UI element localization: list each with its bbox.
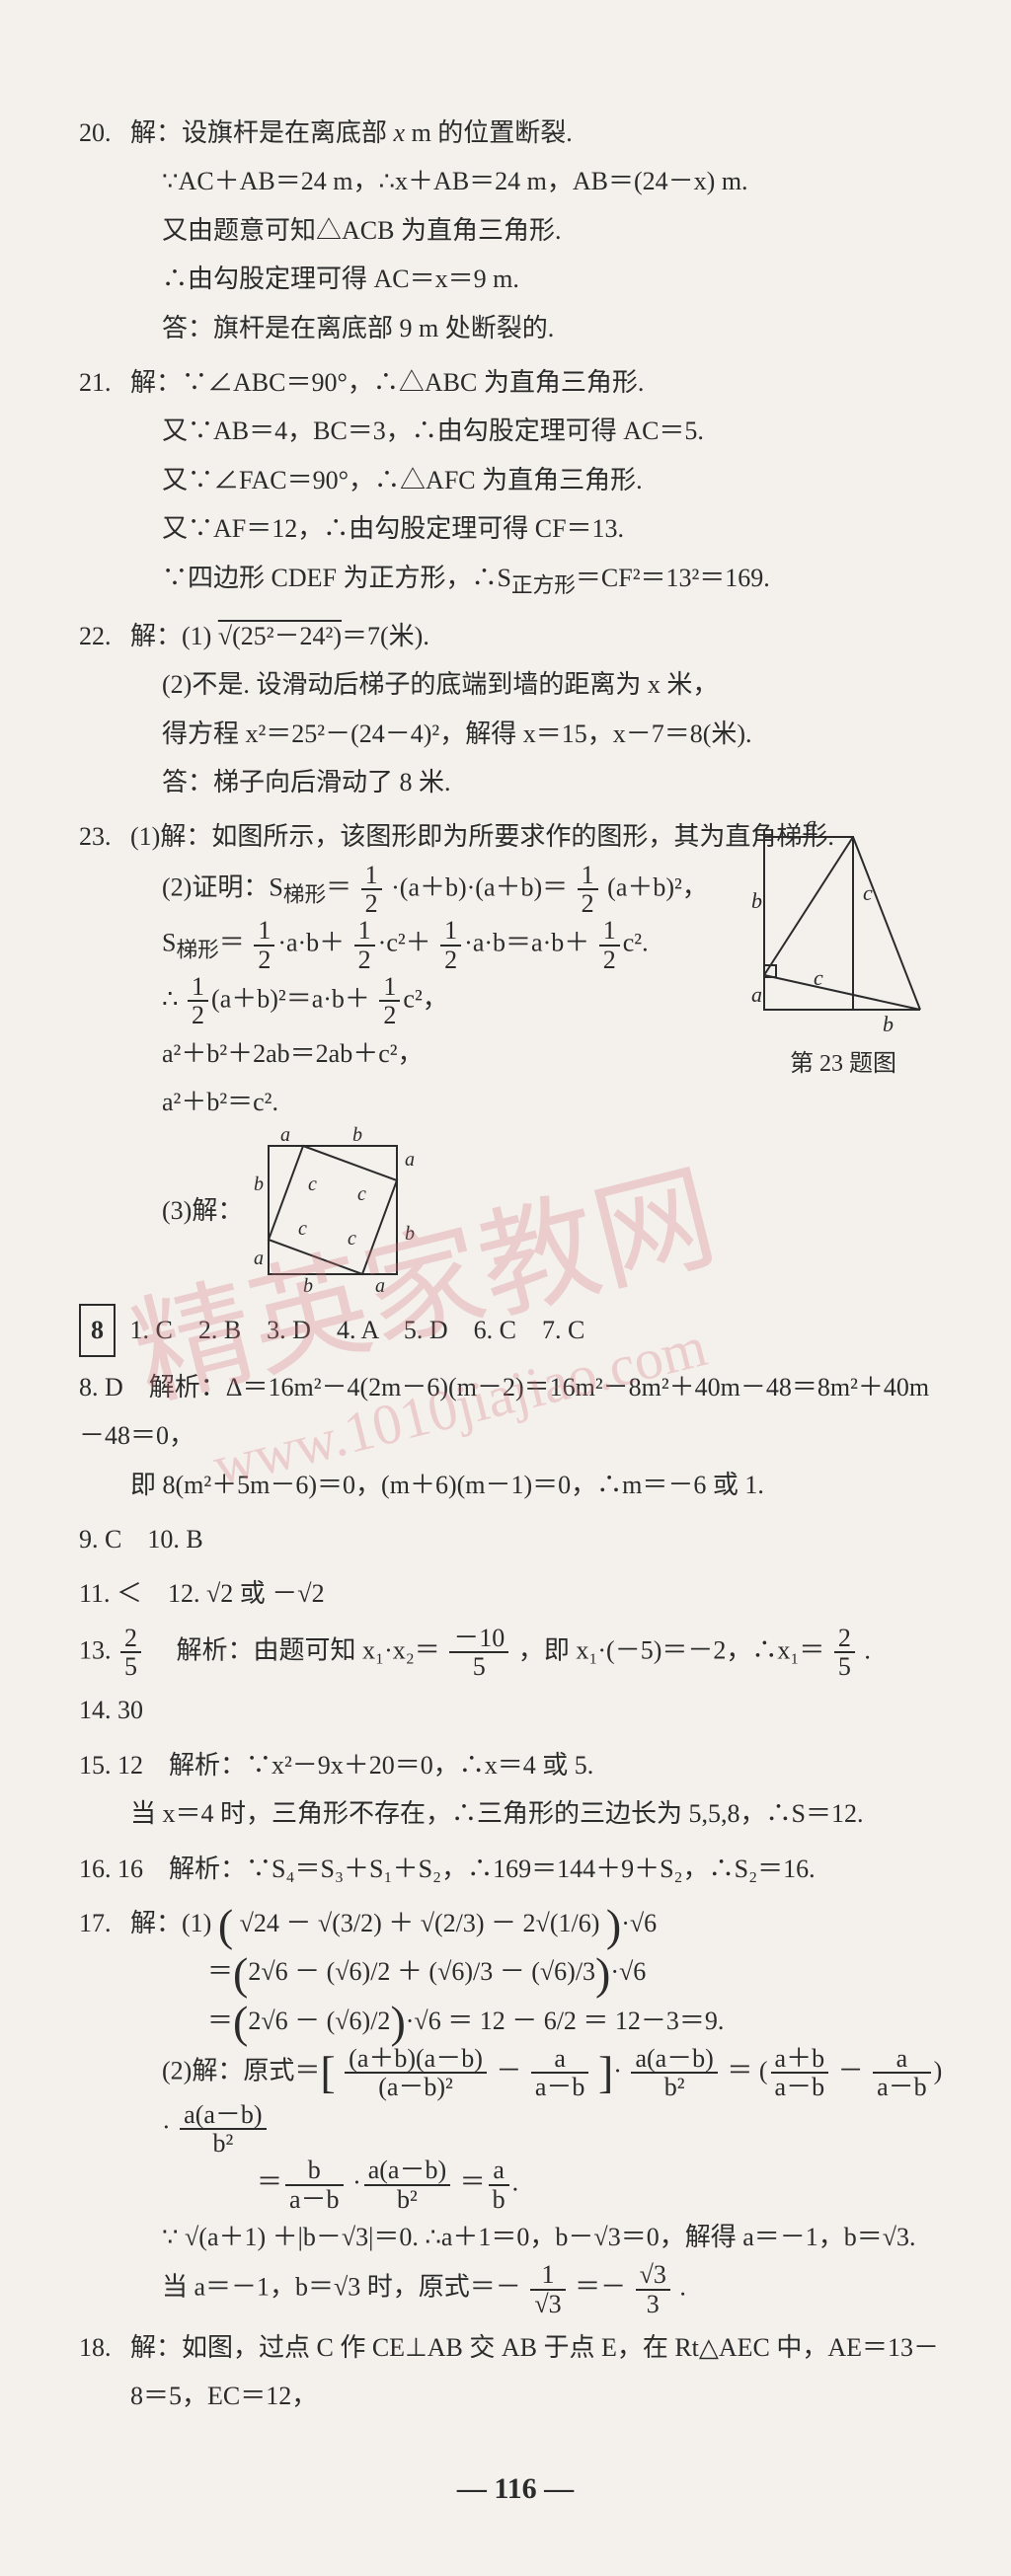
svg-text:b: b bbox=[405, 1223, 415, 1245]
q23-l7: (3)解： bbox=[162, 1186, 243, 1235]
q15-l1: 解析：∵x²－9x＋20＝0，∴x＝4 或 5. bbox=[143, 1751, 593, 1780]
page: 精英家教网 www.1010jiajiao.com a b c c a b 第 … bbox=[0, 0, 1011, 2576]
q21-l4: 又∵AF＝12，∴由勾股定理可得 CF＝13. bbox=[79, 504, 952, 553]
svg-text:a: a bbox=[375, 1275, 385, 1294]
question-21: 21. 解：∵∠ABC＝90°，∴△ABC 为直角三角形. 又∵AB＝4，BC＝… bbox=[79, 358, 952, 606]
svg-text:b: b bbox=[751, 888, 762, 913]
q15-l2: 当 x＝4 时，三角形不存在，∴三角形的三边长为 5,5,8，∴S＝12. bbox=[79, 1789, 952, 1838]
q8d-num: 8. D bbox=[79, 1373, 123, 1402]
q17-p3: ＝ba－b ·a(a－b)b² ＝ab. bbox=[79, 2157, 952, 2213]
q18-text: 解：如图，过点 C 作 CE⊥AB 交 AB 于点 E，在 Rt△AEC 中，A… bbox=[130, 2323, 952, 2421]
q17-l3: ＝(2√6 － (√6)/2)·√6 ＝ 12 － 6/2 ＝ 12－3＝9. bbox=[79, 1997, 952, 2045]
q17-l2: ＝(2√6 － (√6)/2 ＋ (√6)/3 － (√6)/3)·√6 bbox=[79, 1947, 952, 1996]
svg-text:c: c bbox=[814, 965, 823, 990]
q23-l1: (1)解：如图所示，该图形即为所要求作的图形，其为直角梯形. bbox=[130, 812, 834, 861]
q20-l2: ∵AC＋AB＝24 m，∴x＋AB＝24 m，AB＝(24－x) m. bbox=[79, 157, 952, 205]
question-11-12: 11. ＜ 12. √2 或 －√2 bbox=[79, 1569, 952, 1618]
svg-text:c: c bbox=[357, 1183, 366, 1205]
figure-23-3: a b a b a b a b c c c c bbox=[249, 1126, 417, 1294]
question-13: 13. 25 解析：由题可知 x₁·x₂＝ －105 ，即 x₁·(－5)＝－2… bbox=[79, 1625, 952, 1681]
svg-text:c: c bbox=[308, 1174, 317, 1195]
q21-l1: 解：∵∠ABC＝90°，∴△ABC 为直角三角形. bbox=[130, 358, 644, 407]
svg-text:a: a bbox=[405, 1149, 415, 1171]
q22-l3: 得方程 x²＝25²－(24－4)²，解得 x＝15，x－7＝8(米). bbox=[79, 710, 952, 758]
question-20: 20. 解：设旗杆是在离底部 x m 的位置断裂. ∵AC＋AB＝24 m，∴x… bbox=[79, 109, 952, 352]
q15-num: 15. 12 bbox=[79, 1751, 143, 1780]
q23-l7-row: (3)解： a b a b a b a b c c c c bbox=[79, 1126, 952, 1294]
question-15: 15. 12 解析：∵x²－9x＋20＝0，∴x＝4 或 5. 当 x＝4 时，… bbox=[79, 1741, 952, 1839]
question-16: 16. 16 解析：∵S₄＝S₃＋S₁＋S₂，∴169＝144＋9＋S₂，∴S₂… bbox=[79, 1845, 952, 1893]
svg-text:c: c bbox=[298, 1218, 307, 1240]
q22-l1: 解：(1) √(25²－24²)＝7(米). bbox=[130, 612, 429, 660]
q22-l4: 答：梯子向后滑动了 8 米. bbox=[79, 758, 952, 806]
q22-num: 22. bbox=[79, 612, 130, 660]
q17-when: 当 a＝－1，b＝√3 时，原式＝－ 1√3 ＝－ √33 . bbox=[79, 2261, 952, 2317]
question-8d: 8. D 解析：Δ＝16m²－4(2m－6)(m－2)＝16m²－8m²＋40m… bbox=[79, 1363, 952, 1509]
q8d-l2: 即 8(m²＋5m－6)＝0，(m＋6)(m－1)＝0，∴m＝－6 或 1. bbox=[79, 1461, 952, 1509]
question-22: 22. 解：(1) √(25²－24²)＝7(米). (2)不是. 设滑动后梯子… bbox=[79, 612, 952, 807]
q17-l1: 解：(1) ( √24 － √(3/2) ＋ √(2/3) － 2√(1/6) … bbox=[130, 1899, 657, 1947]
q21-l2: 又∵AB＝4，BC＝3，∴由勾股定理可得 AC＝5. bbox=[79, 407, 952, 455]
svg-text:a: a bbox=[806, 819, 817, 836]
svg-text:a: a bbox=[254, 1248, 264, 1269]
figure-23-svg: a b c c a b bbox=[744, 819, 932, 1036]
svg-text:c: c bbox=[863, 880, 873, 905]
question-14: 14. 30 bbox=[79, 1686, 952, 1734]
svg-text:a: a bbox=[751, 982, 762, 1007]
q13-num: 13. bbox=[79, 1635, 112, 1664]
q21-l5: ∵四边形 CDEF 为正方形，∴S正方形＝CF²＝13²＝169. bbox=[79, 554, 952, 606]
question-18: 18. 解：如图，过点 C 作 CE⊥AB 交 AB 于点 E，在 Rt△AEC… bbox=[79, 2323, 952, 2421]
figure-23-caption: 第 23 题图 bbox=[744, 1042, 942, 1088]
q17-num: 17. bbox=[79, 1899, 130, 1947]
page-number: — 116 — bbox=[79, 2461, 952, 2517]
section-8-box: 8 bbox=[79, 1304, 116, 1356]
question-9-10: 9. C 10. B bbox=[79, 1515, 952, 1563]
q8d-l1: 解析：Δ＝16m²－4(2m－6)(m－2)＝16m²－8m²＋40m－48＝8… bbox=[79, 1373, 929, 1450]
q18-num: 18. bbox=[79, 2323, 130, 2372]
section-8: 8 1. C 2. B 3. D 4. A 5. D 6. C 7. C bbox=[79, 1304, 952, 1356]
figure-23: a b c c a b 第 23 题图 bbox=[744, 819, 942, 1088]
q17-cond: ∵ √(a＋1) ＋|b－√3|＝0. ∴a＋1＝0，b－√3＝0，解得 a＝－… bbox=[79, 2213, 952, 2261]
svg-text:b: b bbox=[883, 1012, 894, 1036]
q20-l4: ∴由勾股定理可得 AC＝x＝9 m. bbox=[79, 255, 952, 303]
q20-num: 20. bbox=[79, 109, 130, 157]
q20-l5: 答：旗杆是在离底部 9 m 处断裂的. bbox=[79, 304, 952, 352]
q20-l3: 又由题意可知△ACB 为直角三角形. bbox=[79, 206, 952, 255]
section-8-row1: 1. C 2. B 3. D 4. A 5. D 6. C 7. C bbox=[130, 1316, 585, 1344]
svg-text:b: b bbox=[303, 1275, 313, 1294]
svg-text:c: c bbox=[348, 1228, 356, 1250]
q23-num: 23. bbox=[79, 812, 130, 861]
q22-l2: (2)不是. 设滑动后梯子的底端到墙的距离为 x 米， bbox=[79, 660, 952, 709]
q21-num: 21. bbox=[79, 358, 130, 407]
question-17: 17. 解：(1) ( √24 － √(3/2) ＋ √(2/3) － 2√(1… bbox=[79, 1899, 952, 2317]
svg-text:b: b bbox=[254, 1174, 264, 1195]
q21-l3: 又∵∠FAC＝90°，∴△AFC 为直角三角形. bbox=[79, 456, 952, 504]
q17-p2: (2)解：原式＝[ (a＋b)(a－b)(a－b)² － aa－b ]· a(a… bbox=[79, 2045, 952, 2157]
svg-text:a: a bbox=[280, 1126, 290, 1146]
svg-text:b: b bbox=[352, 1126, 362, 1146]
q20-l1: 解：设旗杆是在离底部 x m 的位置断裂. bbox=[130, 109, 573, 157]
